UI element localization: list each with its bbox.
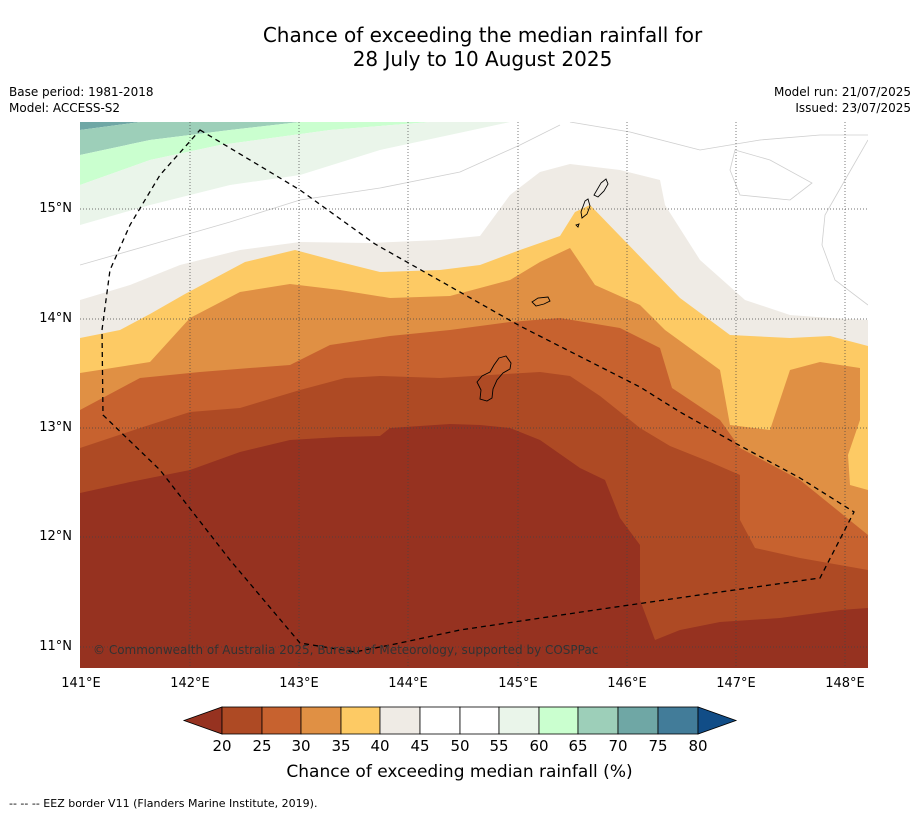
- colorbar-tick: 40: [370, 737, 390, 755]
- colorbar-cell: [379, 706, 421, 735]
- chart-title-line1: Chance of exceeding the median rainfall …: [262, 23, 703, 47]
- lat-label: 15°N: [39, 201, 72, 216]
- colorbar-tick: 65: [568, 737, 588, 755]
- contour-line: [729, 149, 813, 201]
- colorbar-tick: 75: [648, 737, 668, 755]
- island-tinian: [580, 198, 591, 219]
- colorbar-cell: [300, 706, 342, 735]
- lat-label: 13°N: [39, 420, 72, 435]
- eez-border: [101, 129, 855, 653]
- island-saipan: [593, 178, 609, 198]
- colorbar-cell: [538, 706, 579, 735]
- chart-title-line2: 28 July to 10 August 2025: [352, 47, 613, 71]
- colorbar-extend-high: [697, 706, 738, 735]
- band-65-70: [80, 122, 300, 155]
- model-run: Model run: 21/07/2025: [773, 85, 911, 99]
- meta-right: Model run: 21/07/2025 Issued: 23/07/2025: [774, 84, 911, 116]
- island-guam: [476, 355, 512, 402]
- lon-label: 147°E: [716, 676, 756, 691]
- colorbar-tick: 70: [608, 737, 628, 755]
- colorbar-tick: 55: [489, 737, 509, 755]
- colorbar-cell: [419, 706, 461, 735]
- island-aguijan: [575, 223, 580, 228]
- colorbar: [182, 706, 738, 735]
- lat-label: 12°N: [39, 529, 72, 544]
- lon-label: 145°E: [498, 676, 538, 691]
- colorbar-tick: 80: [688, 737, 708, 755]
- eez-footnote: -- -- -- EEZ border V11 (Flanders Marine…: [9, 797, 318, 810]
- colorbar-cell: [221, 706, 263, 735]
- band-60-65: [80, 122, 430, 185]
- band-20-25: [80, 424, 868, 668]
- lon-label: 141°E: [61, 676, 101, 691]
- colorbar-extend-low: [182, 706, 223, 735]
- contour-line: [821, 139, 868, 306]
- issued-date: Issued: 23/07/2025: [795, 101, 911, 115]
- colorbar-cell: [577, 706, 619, 735]
- lat-label: 14°N: [39, 311, 72, 326]
- colorbar-tick: 35: [331, 737, 351, 755]
- colorbar-cell: [459, 706, 500, 735]
- colorbar-tick: 60: [529, 737, 549, 755]
- lat-label: 11°N: [39, 639, 72, 654]
- lon-label: 144°E: [388, 676, 428, 691]
- colorbar-cell: [657, 706, 699, 735]
- colorbar-tick: 25: [252, 737, 272, 755]
- model-name: Model: ACCESS-S2: [9, 101, 121, 115]
- colorbar-title: Chance of exceeding median rainfall (%): [286, 762, 633, 782]
- rainfall-map: [80, 122, 868, 668]
- colorbar-tick: 30: [291, 737, 311, 755]
- band-55-60: [80, 122, 510, 225]
- contour-line: [569, 122, 868, 151]
- colorbar-cell: [498, 706, 540, 735]
- lon-label: 143°E: [279, 676, 319, 691]
- colorbar-cell: [261, 706, 302, 735]
- colorbar-tick: 50: [450, 737, 470, 755]
- graticule: [80, 122, 868, 668]
- lon-label: 146°E: [607, 676, 647, 691]
- colorbar-cell: [617, 706, 659, 735]
- copyright-note: © Commonwealth of Australia 2025, Bureau…: [93, 643, 599, 657]
- island-rota: [531, 296, 551, 307]
- lon-label: 148°E: [825, 676, 865, 691]
- base-period: Base period: 1981-2018: [9, 85, 154, 99]
- lon-label: 142°E: [170, 676, 210, 691]
- colorbar-cell: [340, 706, 381, 735]
- meta-left: Base period: 1981-2018 Model: ACCESS-S2: [9, 84, 154, 116]
- islands: [476, 178, 609, 402]
- colorbar-tick: 20: [212, 737, 232, 755]
- contour-line: [80, 124, 561, 266]
- colorbar-tick: 45: [410, 737, 430, 755]
